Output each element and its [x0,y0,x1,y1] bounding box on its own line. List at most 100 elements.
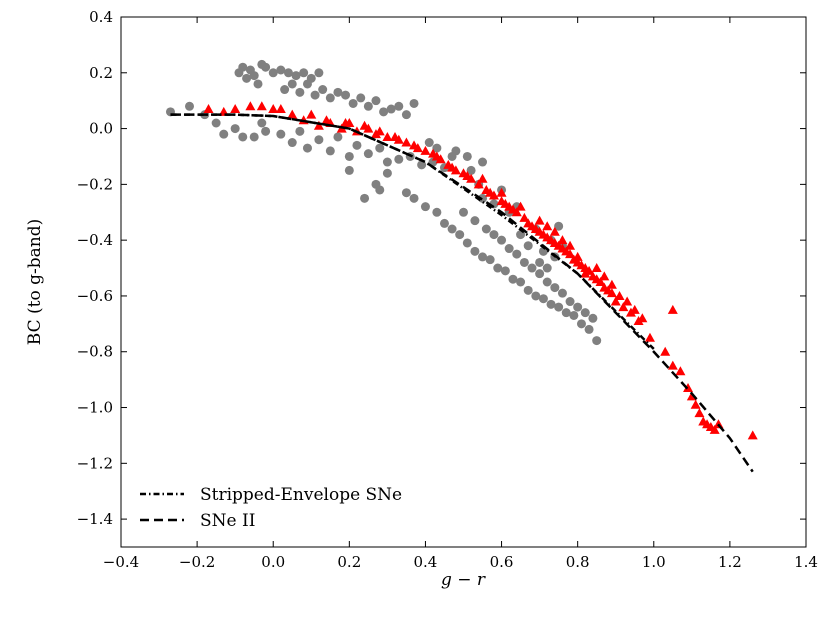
gray-point [375,143,385,153]
red-triangle-point [485,187,496,197]
red-triangle-point [340,118,351,127]
red-triangle-point [660,346,671,356]
y-tick-label: −0.6 [77,287,113,305]
gray-point [249,132,259,142]
gray-point [344,165,354,175]
gray-point [493,263,503,273]
gray-point [557,288,567,298]
red-triangle-point [618,302,629,312]
x-tick-label: 1.0 [642,553,666,571]
gray-point [363,101,373,111]
gray-point [481,224,491,234]
gray-point [314,68,324,78]
gray-point [394,154,404,164]
gray-point [409,193,419,203]
gray-point [333,132,343,142]
gray-point [478,157,488,167]
gray-point [333,87,343,97]
gray-point [238,132,248,142]
gray-point [318,85,328,95]
red-triangle-point [462,171,473,180]
gray-point [550,283,560,293]
red-triangle-point [538,229,549,239]
red-triangle-point [496,187,507,197]
gray-point [295,126,305,136]
legend: Stripped-Envelope SNe SNe II [140,485,402,531]
gray-point [310,90,320,100]
gray-point [283,68,293,78]
gray-point [401,110,411,120]
gray-point [512,249,522,259]
red-triangle-point [507,204,518,214]
red-triangle-point [553,240,564,250]
gray-point [447,151,457,161]
red-triangle-point [287,109,298,119]
gray-point [257,118,267,128]
gray-point [314,135,324,145]
red-triangle-point [500,198,511,208]
red-triangle-point [374,126,385,136]
gray-point [470,246,480,256]
gray-point [219,129,229,139]
gray-point [470,216,480,226]
gray-point [386,104,396,114]
gray-point [420,202,430,212]
gray-point [447,224,457,234]
gray-point [459,207,468,217]
gray-point [371,96,381,106]
red-triangle-point [519,212,530,222]
red-triangle-point [576,260,587,270]
gray-point [211,118,221,128]
red-triangle-point [747,430,758,440]
red-triangle-point [667,360,678,370]
gray-point [268,68,278,78]
red-triangle-point [591,263,602,273]
legend-label-stripped-envelope: Stripped-Envelope SNe [200,485,402,505]
gray-point [508,274,518,284]
gray-point [542,277,552,287]
x-tick-label: −0.4 [103,553,139,571]
gray-point [580,308,590,318]
gray-point [561,308,571,318]
y-tick-label: −0.8 [77,343,113,361]
red-triangle-point [542,221,553,231]
gray-point [523,241,533,251]
gray-point [325,93,335,103]
red-triangle-point [447,162,458,172]
red-triangle-point [359,120,370,130]
red-triangle-point [382,131,393,141]
red-triangle-point [256,101,267,111]
gray-point [409,98,419,108]
gray-point [242,73,252,83]
red-triangle-point [694,408,705,418]
gray-point [573,302,583,312]
gray-point [535,269,545,279]
red-triangle-point [644,332,655,342]
x-axis: −0.4 −0.2 0.0 0.2 0.4 0.6 0.8 1.0 1.2 1.4 [103,17,818,571]
gray-point [291,71,301,81]
y-axis: −1.4 −1.2 −1.0 −0.8 −0.6 −0.4 −0.2 0.0 0.2 0.4 [77,8,806,528]
gray-point [185,101,194,111]
red-triangle-point [599,271,610,281]
gray-point [363,149,373,159]
gray-point [424,138,434,148]
gray-point [592,336,602,346]
red-triangle-point [713,419,724,429]
gray-point [253,79,263,89]
gray-point [302,79,312,89]
red-triangle-point [534,215,545,225]
gray-point [249,71,259,81]
gray-point [554,302,564,312]
gray-point [565,297,575,307]
red-triangle-point [268,104,279,114]
red-triangle-point [412,143,423,153]
red-triangle-point [420,145,431,155]
gray-point [523,285,533,295]
red-triangle-point [709,424,720,434]
gray-point [356,93,366,103]
gray-point [344,151,354,161]
gray-point [302,143,312,153]
gray-point [325,146,335,156]
gray-point [230,124,240,134]
gray-point [497,235,507,245]
